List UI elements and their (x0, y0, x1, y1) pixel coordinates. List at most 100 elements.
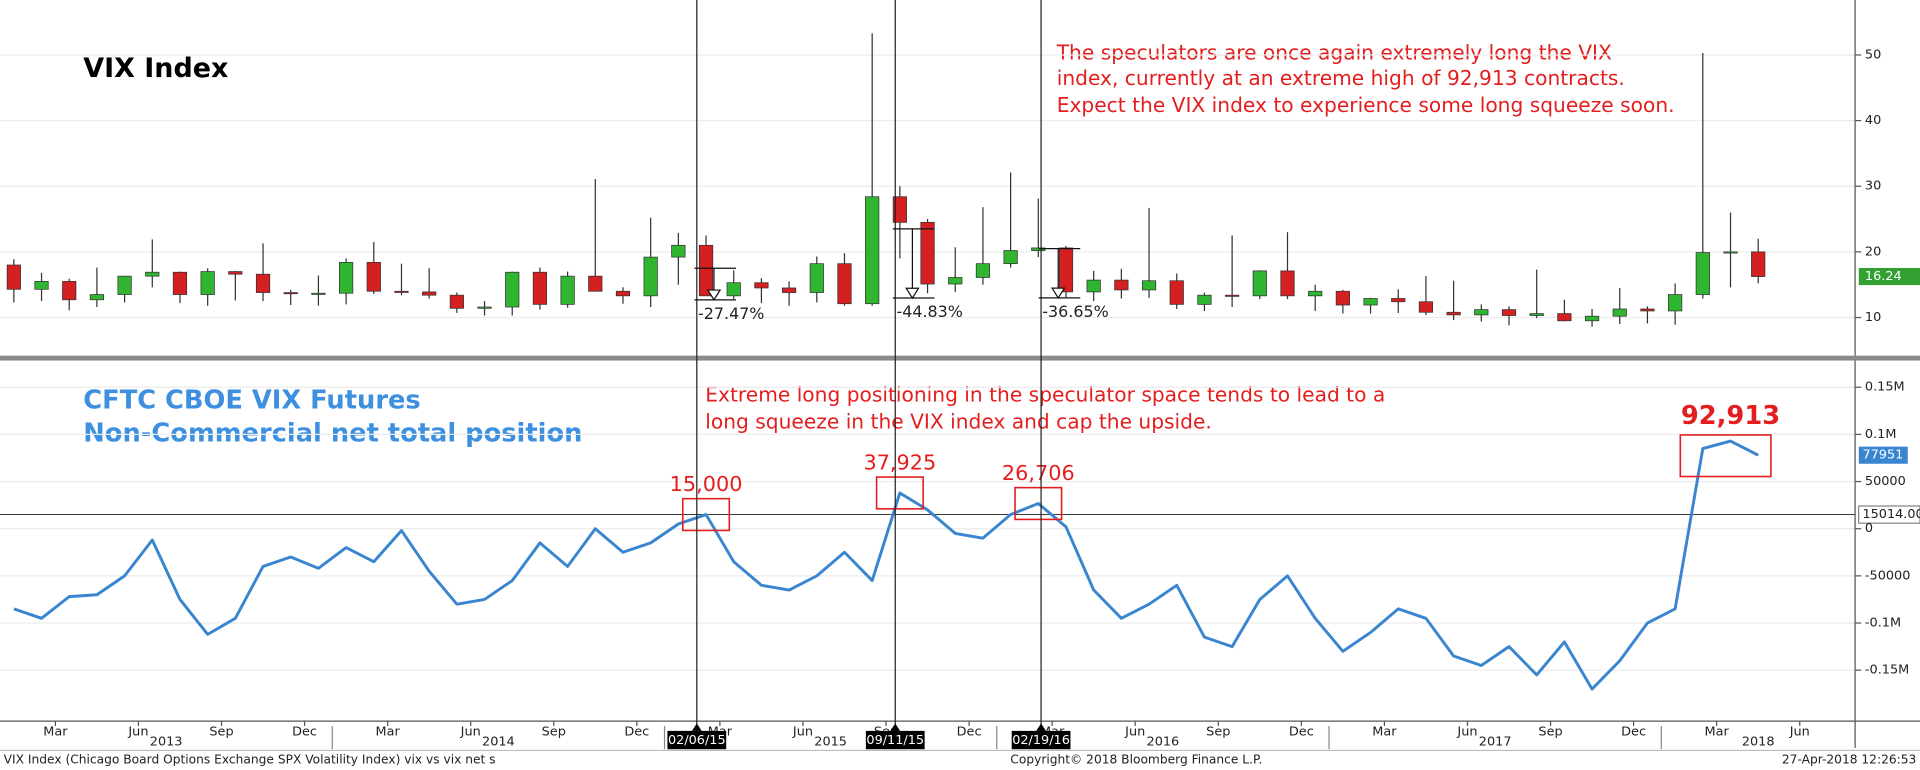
x-tick-label: Sep (1538, 725, 1562, 740)
callout-label: 26,706 (1002, 461, 1075, 485)
callout-box (681, 497, 731, 532)
candle-body (422, 291, 437, 296)
x-tick-label: Mar (376, 725, 401, 740)
panel-separator (0, 355, 1920, 361)
chart-title: CFTC CBOE VIX Futures (83, 385, 420, 415)
candle-body (671, 244, 686, 258)
y-tick-label: -50000 (1865, 568, 1910, 583)
x-tick-label: Mar (43, 725, 68, 740)
candle-body (1114, 279, 1129, 291)
candle-body (1723, 251, 1738, 254)
data-line (13, 439, 1759, 691)
candle-body (89, 294, 105, 301)
x-tick-label: Sep (542, 725, 566, 740)
drop-label: -36.65% (1042, 302, 1108, 321)
y-tick-label: -0.1M (1865, 616, 1901, 631)
candle-body (975, 263, 991, 278)
candle-body (726, 282, 741, 297)
annotation: The speculators are once again extremely… (1056, 40, 1612, 64)
y-tick-label: 0.1M (1865, 427, 1897, 442)
candle-body (1031, 247, 1046, 251)
x-tick-label: Dec (957, 725, 982, 740)
year-label: 2017 (1479, 734, 1512, 749)
candle-body (228, 271, 243, 275)
y-tick-label: 50 (1865, 47, 1881, 62)
date-pointer (1036, 723, 1046, 731)
candle-body (1695, 252, 1710, 295)
date-box (865, 730, 925, 750)
reference-tag (1858, 505, 1920, 524)
candle-body (1058, 247, 1074, 293)
drop-arrowhead (1050, 287, 1066, 300)
reference-label: 15014.00 (1862, 507, 1920, 522)
candle-body (1474, 309, 1489, 316)
candle-body (1225, 294, 1240, 297)
candle-body (809, 263, 824, 293)
candle-body (394, 290, 409, 293)
date-label: 02/06/15 (668, 733, 726, 748)
candle-body (338, 262, 354, 294)
x-tick-label: Mar (1705, 725, 1730, 740)
candle-body (1751, 251, 1766, 277)
candle-body (366, 262, 381, 292)
x-tick-label: Dec (624, 725, 649, 740)
y-tick-label: 50000 (1865, 474, 1906, 489)
candle-body (532, 271, 548, 305)
footer-text: VIX Index (Chicago Board Options Exchang… (4, 753, 496, 767)
x-tick-label: Jun (460, 725, 481, 740)
callout-label: 15,000 (670, 472, 743, 496)
last-value-label: 16.24 (1865, 269, 1902, 284)
callout-box (1679, 434, 1772, 478)
candle-body (1501, 309, 1517, 316)
date-box (667, 730, 727, 750)
y-tick-label: 0.15M (1865, 380, 1905, 395)
candle-body (1308, 290, 1323, 297)
candle-body (1557, 313, 1572, 322)
candle-body (172, 271, 188, 295)
year-label: 2016 (1147, 734, 1180, 749)
callout-label: 92,913 (1681, 401, 1780, 431)
candle-body (892, 196, 907, 223)
candle-body (1446, 311, 1461, 316)
candle-body (1335, 290, 1350, 306)
candle-body (1668, 294, 1683, 312)
candle-body (34, 281, 49, 290)
x-tick-label: Dec (292, 725, 317, 740)
year-label: 2013 (150, 734, 183, 749)
candle-body (1003, 250, 1018, 265)
callout-box (1014, 486, 1063, 521)
candle-body (754, 282, 769, 289)
footer-text: Copyright© 2018 Bloomberg Finance L.P. (1010, 753, 1262, 767)
last-value-tag (1858, 446, 1908, 464)
date-pointer (691, 723, 702, 731)
year-label: 2014 (482, 734, 515, 749)
candle-body (920, 221, 935, 285)
x-tick-label: Sep (1206, 725, 1230, 740)
candle-body (782, 287, 797, 293)
candle-body (1169, 280, 1184, 305)
year-label: 2018 (1742, 734, 1775, 749)
y-tick-label: 0 (1865, 521, 1873, 536)
x-tick-label: Jun (792, 725, 813, 740)
candle-body (1086, 279, 1101, 293)
candle-body (1363, 298, 1378, 306)
candle-body (1197, 294, 1212, 305)
x-tick-label: Dec (1289, 725, 1314, 740)
y-tick-label: 10 (1865, 310, 1881, 325)
x-tick-label: Jun (1124, 725, 1145, 740)
candle-body (865, 196, 880, 305)
annotation: index, currently at an extreme high of 9… (1057, 66, 1625, 90)
candle-body (1612, 308, 1627, 317)
candle-body (643, 256, 658, 297)
drop-label: -27.47% (698, 304, 764, 323)
candle-body (505, 271, 520, 308)
footer-text: 27-Apr-2018 12:26:53 (1782, 753, 1916, 767)
x-tick-label: Jun (127, 725, 148, 740)
candle-body (1141, 280, 1157, 291)
y-tick-label: 20 (1865, 244, 1881, 259)
candle-body (698, 244, 714, 297)
annotation: Extreme long positioning in the speculat… (705, 383, 1385, 407)
candle-body (200, 271, 215, 295)
candle-body (1418, 301, 1434, 313)
